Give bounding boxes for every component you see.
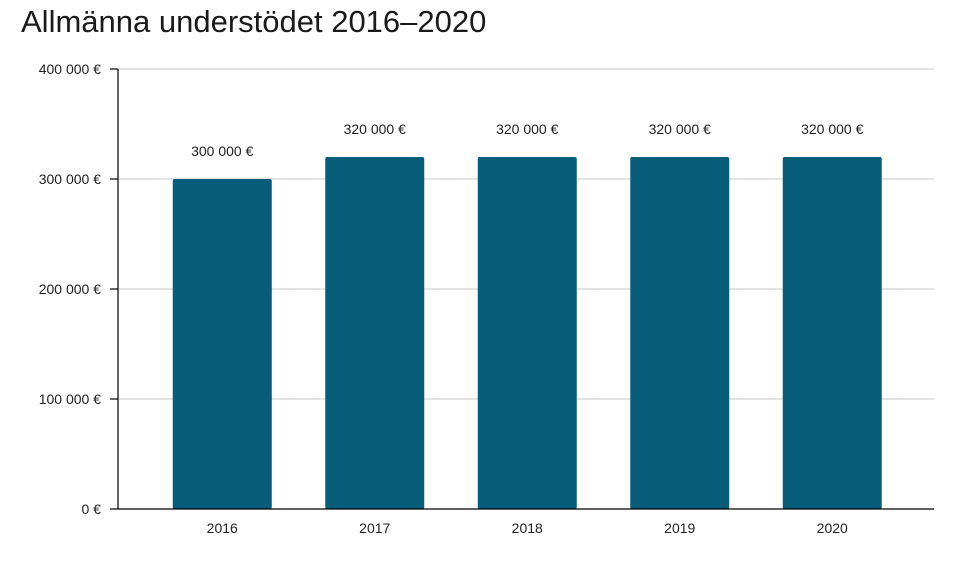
y-tick-label: 200 000 €	[39, 281, 101, 297]
y-tick-label: 100 000 €	[39, 391, 101, 407]
bar	[325, 157, 425, 509]
axes	[110, 68, 934, 510]
x-tick-label: 2019	[664, 520, 695, 536]
x-tick-label: 2020	[817, 520, 848, 536]
bars	[172, 157, 882, 509]
x-tick-label: 2017	[359, 520, 390, 536]
x-tick-label: 2016	[207, 520, 238, 536]
data-label: 320 000 €	[496, 121, 558, 137]
bar	[477, 157, 577, 509]
bar	[782, 157, 882, 509]
x-tick-label: 2018	[512, 520, 543, 536]
labels: 0 € 100 000 € 200 000 € 300 000 € 400 000 € 3…	[39, 61, 864, 536]
y-tick-label: 0 €	[82, 501, 102, 517]
data-label: 320 000 €	[649, 121, 711, 137]
y-tick-label: 300 000 €	[39, 171, 101, 187]
bar	[172, 179, 272, 509]
chart-title: Allmänna understödet 2016–2020	[21, 4, 487, 39]
y-tick-label: 400 000 €	[39, 61, 101, 77]
bar	[630, 157, 730, 509]
data-label: 320 000 €	[344, 121, 406, 137]
data-label: 300 000 €	[191, 143, 253, 159]
data-label: 320 000 €	[801, 121, 863, 137]
